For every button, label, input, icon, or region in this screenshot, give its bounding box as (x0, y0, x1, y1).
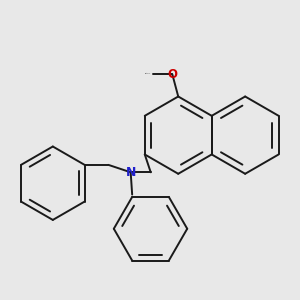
Text: O: O (167, 68, 177, 81)
Text: N: N (125, 166, 136, 179)
Text: methoxy: methoxy (145, 73, 151, 74)
